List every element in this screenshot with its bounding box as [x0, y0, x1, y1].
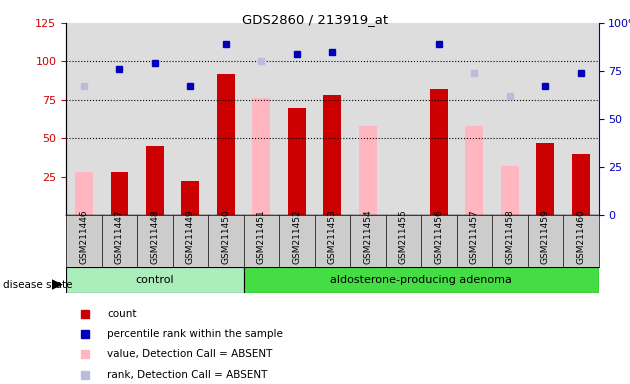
Text: GSM211458: GSM211458: [505, 210, 514, 264]
Bar: [66, 23, 101, 215]
Text: GSM211448: GSM211448: [151, 210, 159, 264]
Bar: [208, 23, 244, 215]
Text: count: count: [107, 309, 137, 319]
Text: value, Detection Call = ABSENT: value, Detection Call = ABSENT: [107, 349, 273, 359]
Bar: [146, 146, 164, 215]
Bar: [563, 23, 598, 215]
Text: GSM211449: GSM211449: [186, 210, 195, 264]
Bar: [421, 23, 457, 215]
Bar: [288, 108, 306, 215]
Text: GSM211454: GSM211454: [364, 210, 372, 264]
Text: GSM211451: GSM211451: [257, 210, 266, 264]
Bar: [244, 267, 598, 293]
Bar: [101, 23, 137, 215]
Bar: [492, 23, 527, 215]
Bar: [350, 23, 386, 215]
Bar: [110, 172, 129, 215]
Bar: [66, 267, 244, 293]
Text: GSM211457: GSM211457: [470, 210, 479, 264]
Text: GSM211455: GSM211455: [399, 210, 408, 264]
Text: GSM211456: GSM211456: [434, 210, 444, 264]
Bar: [75, 172, 93, 215]
Bar: [536, 143, 554, 215]
Text: aldosterone-producing adenoma: aldosterone-producing adenoma: [330, 275, 512, 285]
Text: GDS2860 / 213919_at: GDS2860 / 213919_at: [242, 13, 388, 26]
Bar: [466, 126, 483, 215]
Bar: [279, 23, 314, 215]
Bar: [386, 23, 421, 215]
Text: rank, Detection Call = ABSENT: rank, Detection Call = ABSENT: [107, 369, 268, 379]
Bar: [173, 23, 208, 215]
Text: GSM211453: GSM211453: [328, 210, 337, 264]
Bar: [253, 98, 270, 215]
Bar: [501, 166, 518, 215]
Bar: [314, 23, 350, 215]
Polygon shape: [52, 279, 63, 290]
Bar: [457, 23, 492, 215]
Bar: [181, 181, 199, 215]
Text: GSM211447: GSM211447: [115, 210, 124, 264]
Bar: [217, 74, 235, 215]
Text: control: control: [135, 275, 174, 285]
Text: GSM211460: GSM211460: [576, 210, 585, 264]
Text: GSM211452: GSM211452: [292, 210, 301, 264]
Bar: [430, 89, 448, 215]
Bar: [359, 126, 377, 215]
Bar: [137, 23, 173, 215]
Bar: [572, 154, 590, 215]
Text: GSM211446: GSM211446: [79, 210, 88, 264]
Bar: [527, 23, 563, 215]
Text: disease state: disease state: [3, 280, 72, 290]
Text: percentile rank within the sample: percentile rank within the sample: [107, 329, 284, 339]
Text: GSM211459: GSM211459: [541, 210, 550, 264]
Bar: [244, 23, 279, 215]
Bar: [323, 95, 341, 215]
Text: GSM211450: GSM211450: [221, 210, 231, 264]
